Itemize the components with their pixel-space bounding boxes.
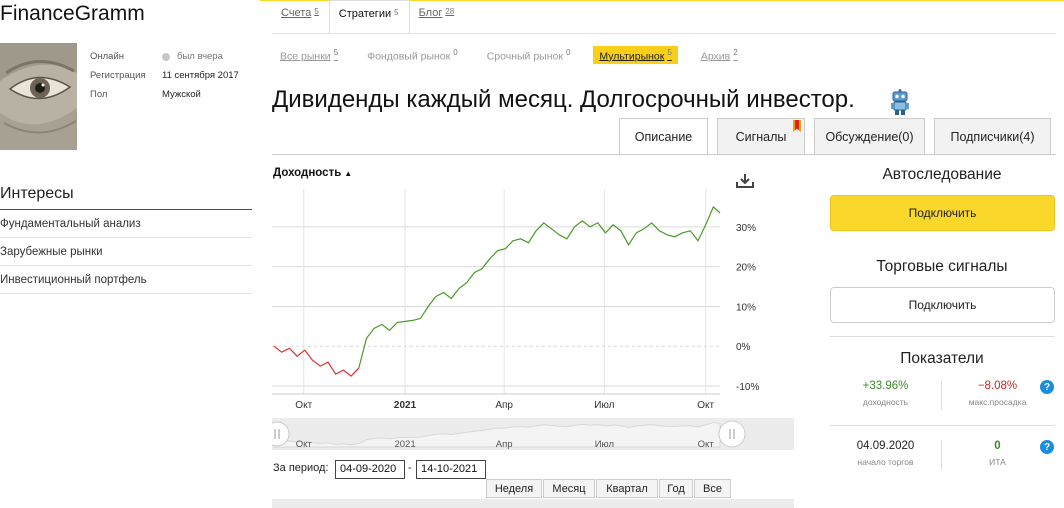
online-row: Онлайн был вчера <box>90 47 239 66</box>
sort-up-icon: ▲ <box>344 169 353 178</box>
gender-label: Пол <box>90 89 108 100</box>
online-label: Онлайн <box>90 51 125 62</box>
strategy-title: Дивиденды каждый месяц. Долгосрочный инв… <box>272 86 855 113</box>
registration-value: 11 сентября 2017 <box>162 70 239 81</box>
stat-divider <box>941 380 942 410</box>
robot-icon <box>891 89 909 115</box>
panel-divider <box>830 425 1055 426</box>
ita-value: 0 <box>994 440 1001 452</box>
navigator-tick-label: Июл <box>595 439 614 450</box>
date-to-input[interactable]: 14-10-2021 <box>416 460 486 479</box>
navigator-tick-label: Окт <box>698 439 715 450</box>
tab-blog[interactable]: Блог 28 <box>418 7 455 19</box>
main-tabs: Счета 5 Стратегии 5 Блог 28 <box>272 0 464 34</box>
x-tick-label: Июл <box>594 400 614 411</box>
gender-value: Мужской <box>162 89 201 100</box>
detail-tabs: Описание Сигналы Обсуждение(0) Подписчик… <box>619 118 1060 155</box>
new-signal-flag-icon <box>793 120 801 132</box>
chart-scrollbar[interactable] <box>272 499 794 508</box>
y-tick-label: 10% <box>736 302 756 313</box>
start-date-stat: 04.09.2020 начало торгов <box>830 440 941 467</box>
tab-futures-market[interactable]: Срочный рынок 0 <box>486 47 571 63</box>
help-icon[interactable]: ? <box>1040 440 1054 454</box>
range-week-button[interactable]: Неделя <box>486 479 542 498</box>
yield-stat: +33.96% доходность <box>830 380 941 407</box>
profile-info: Онлайн был вчера Регистрация 11 сентября… <box>90 47 239 104</box>
panel-divider <box>830 336 1055 337</box>
signals-title: Торговые сигналы <box>876 258 1008 275</box>
drawdown-stat: −8.08% макс.просадка <box>942 380 1053 407</box>
period-dash: - <box>408 462 412 474</box>
navigator-left-handle[interactable] <box>272 421 290 447</box>
tab-archive[interactable]: Архив 2 <box>700 47 738 63</box>
chart-header[interactable]: Доходность ▲ <box>273 167 353 179</box>
drawdown-label: макс.просадка <box>968 397 1027 407</box>
tab-signals[interactable]: Сигналы <box>717 118 805 155</box>
navigator-tick-label: 2021 <box>394 439 415 450</box>
navigator-series <box>273 422 721 448</box>
tab-strategies[interactable]: Стратегии 5 <box>328 0 410 34</box>
yield-chart: -10% 0% 10% 20% 30% Окт 2021 Апр Июл Окт Окт 2021… <box>272 189 794 508</box>
tab-count: 5 <box>314 7 319 16</box>
autofollow-title: Автоследование <box>882 166 1002 183</box>
interests-title: Интересы <box>0 185 74 202</box>
series-line-positive <box>358 205 721 369</box>
x-tick-label: 2021 <box>394 400 417 411</box>
y-tick-label: -10% <box>736 382 759 393</box>
registration-row: Регистрация 11 сентября 2017 <box>90 66 239 85</box>
range-all-button[interactable]: Все <box>694 479 731 498</box>
tab-description[interactable]: Описание <box>619 118 708 155</box>
x-tick-label: Окт <box>295 400 312 411</box>
x-tick-label: Окт <box>697 400 714 411</box>
y-tick-label: 20% <box>736 263 756 274</box>
tab-count: 5 <box>394 8 399 17</box>
gender-row: Пол Мужской <box>90 85 239 104</box>
avatar <box>0 43 77 150</box>
navigator-tick-label: Окт <box>296 439 313 450</box>
drawdown-value: −8.08% <box>977 380 1018 392</box>
x-tick-label: Апр <box>495 400 513 411</box>
tab-stock-market[interactable]: Фондовый рынок 0 <box>367 47 458 63</box>
tab-multimarket[interactable]: Мультирынок 5 <box>593 45 678 65</box>
y-tick-label: 0% <box>736 342 751 353</box>
download-icon[interactable] <box>736 173 754 189</box>
interest-item[interactable]: Зарубежные рынки <box>0 238 252 266</box>
market-tabs: Все рынки 5 Фондовый рынок 0 Срочный рынок… <box>274 44 761 66</box>
yield-value: +33.96% <box>862 380 909 392</box>
interest-item[interactable]: Инвестиционный портфель <box>0 266 252 294</box>
indicators-title: Показатели <box>900 350 984 367</box>
top-accent-line <box>260 0 1064 1</box>
navigator-tick-label: Апр <box>496 439 513 450</box>
autofollow-connect-button[interactable]: Подключить <box>830 195 1055 231</box>
date-from-input[interactable]: 04-09-2020 <box>335 460 405 479</box>
tabs-divider <box>272 33 1056 34</box>
online-value: был вчера <box>177 51 223 62</box>
ita-stat: 0 ИТА <box>942 440 1053 467</box>
range-quarter-button[interactable]: Квартал <box>596 479 658 498</box>
interest-item[interactable]: Фундаментальный анализ <box>0 210 252 238</box>
tab-all-markets[interactable]: Все рынки 5 <box>280 47 339 63</box>
series-line-negative <box>273 345 360 377</box>
range-month-button[interactable]: Месяц <box>543 479 595 498</box>
start-date-label: начало торгов <box>857 457 914 467</box>
yield-label: доходность <box>862 397 909 407</box>
interests-divider <box>0 209 252 210</box>
ita-label: ИТА <box>989 457 1006 467</box>
username: FinanceGramm <box>0 2 145 25</box>
stat-divider <box>941 440 942 470</box>
registration-label: Регистрация <box>90 70 146 81</box>
navigator-right-handle[interactable] <box>718 420 746 448</box>
status-dot-icon <box>162 52 170 61</box>
y-tick-label: 30% <box>736 223 756 234</box>
range-year-button[interactable]: Год <box>659 479 693 498</box>
detail-tabs-divider <box>272 154 1056 155</box>
tab-discussion[interactable]: Обсуждение(0) <box>814 118 925 155</box>
help-icon[interactable]: ? <box>1040 380 1054 394</box>
period-label: За период: <box>273 462 329 474</box>
tab-accounts[interactable]: Счета 5 <box>281 7 319 19</box>
tab-count: 28 <box>445 7 455 16</box>
start-date-value: 04.09.2020 <box>856 440 915 452</box>
tab-subscribers[interactable]: Подписчики(4) <box>934 118 1051 155</box>
signals-connect-button[interactable]: Подключить <box>830 287 1055 323</box>
